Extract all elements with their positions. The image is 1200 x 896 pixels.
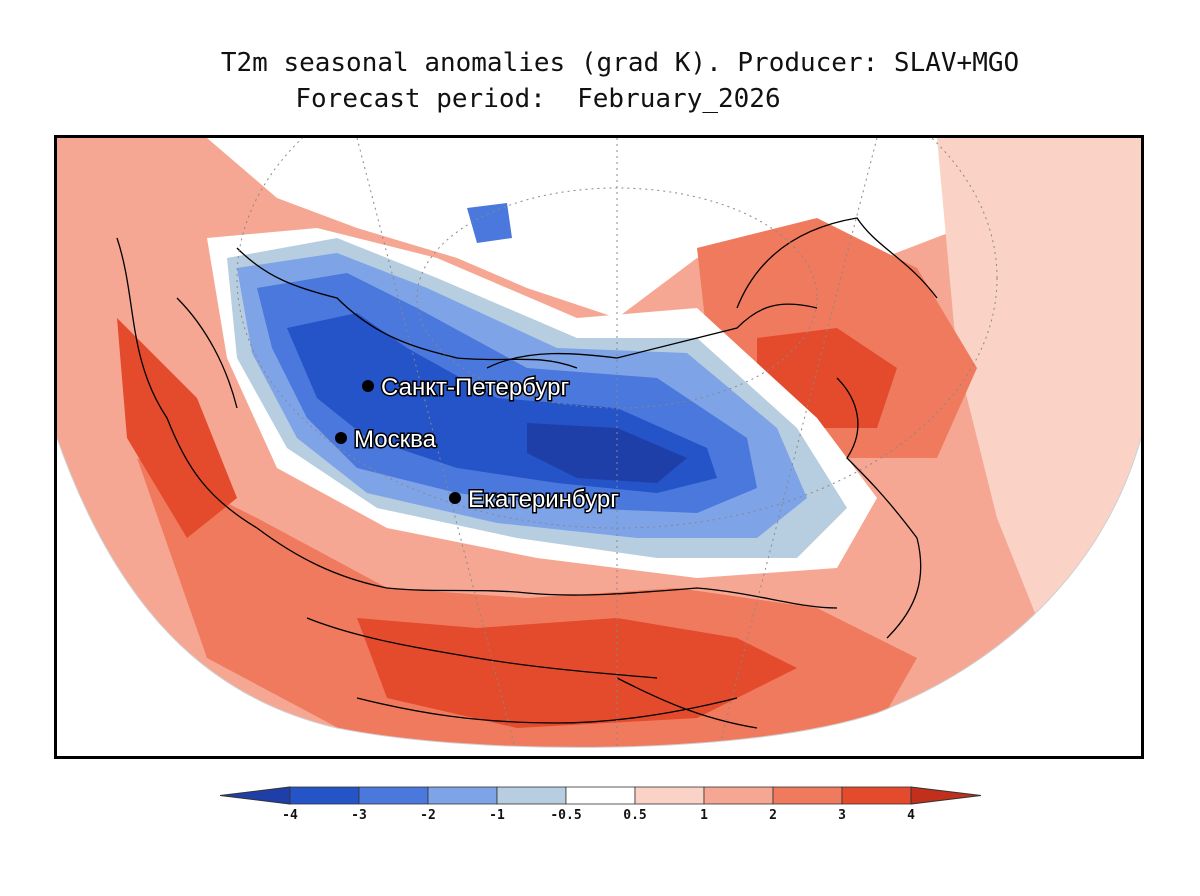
colorbar-bin bbox=[634, 786, 705, 805]
colorbar-tick-label: 3 bbox=[838, 808, 846, 823]
colorbar-bin bbox=[289, 786, 360, 805]
city-label: Санкт-Петербург bbox=[381, 374, 569, 401]
colorbar-tick-label: -2 bbox=[420, 808, 436, 823]
colorbar-tick-label: -0.5 bbox=[550, 808, 581, 823]
colorbar-bin bbox=[358, 786, 429, 805]
graticule bbox=[236, 138, 998, 748]
light-warm-east-region bbox=[937, 138, 1141, 638]
colorbar-bin bbox=[703, 786, 774, 805]
extreme-cold-core bbox=[527, 423, 687, 483]
colorbar-bin bbox=[772, 786, 843, 805]
map-canvas: Санкт-Петербург Москва Екатеринбург bbox=[57, 138, 1141, 748]
forecast-period: Forecast period: February_2026 bbox=[295, 84, 781, 114]
neutral-arctic-region bbox=[207, 138, 1037, 318]
city-marker-yekaterinburg: Екатеринбург bbox=[449, 485, 621, 515]
colorbar-tick-label: 2 bbox=[769, 808, 777, 823]
coastlines bbox=[116, 217, 938, 729]
colorbar-tick-label: 4 bbox=[907, 808, 915, 823]
colorbar-tick-label: -3 bbox=[351, 808, 367, 823]
colorbar-arrow-low bbox=[219, 786, 291, 805]
color-legend: -4 -3 -2 -1 -0.5 0.5 1 2 3 4 bbox=[219, 786, 982, 823]
colorbar-bin bbox=[496, 786, 567, 805]
colorbar-bin bbox=[565, 786, 636, 805]
city-marker-moscow: Москва bbox=[335, 425, 438, 455]
city-label: Москва bbox=[354, 426, 437, 453]
colorbar-tick-label: -1 bbox=[489, 808, 505, 823]
projection-edge bbox=[57, 437, 1141, 748]
city-label: Екатеринбург bbox=[468, 486, 619, 513]
hot-west-region bbox=[117, 318, 237, 538]
colorbar-tick-label: 1 bbox=[700, 808, 708, 823]
hot-central-asia-region bbox=[357, 618, 797, 728]
colorbar-tick-label: 0.5 bbox=[623, 808, 646, 823]
map-title: T2m seasonal anomalies (grad K). Produce… bbox=[220, 48, 1020, 78]
city-marker-saint-petersburg: Санкт-Петербург bbox=[362, 373, 571, 403]
anomaly-map: Санкт-Петербург Москва Екатеринбург bbox=[54, 135, 1144, 759]
colorbar-bin bbox=[427, 786, 498, 805]
colorbar-tick-label: -4 bbox=[282, 808, 298, 823]
colorbar-arrow-high bbox=[910, 786, 982, 805]
cold-island-region bbox=[467, 203, 512, 243]
colorbar-bin bbox=[841, 786, 912, 805]
